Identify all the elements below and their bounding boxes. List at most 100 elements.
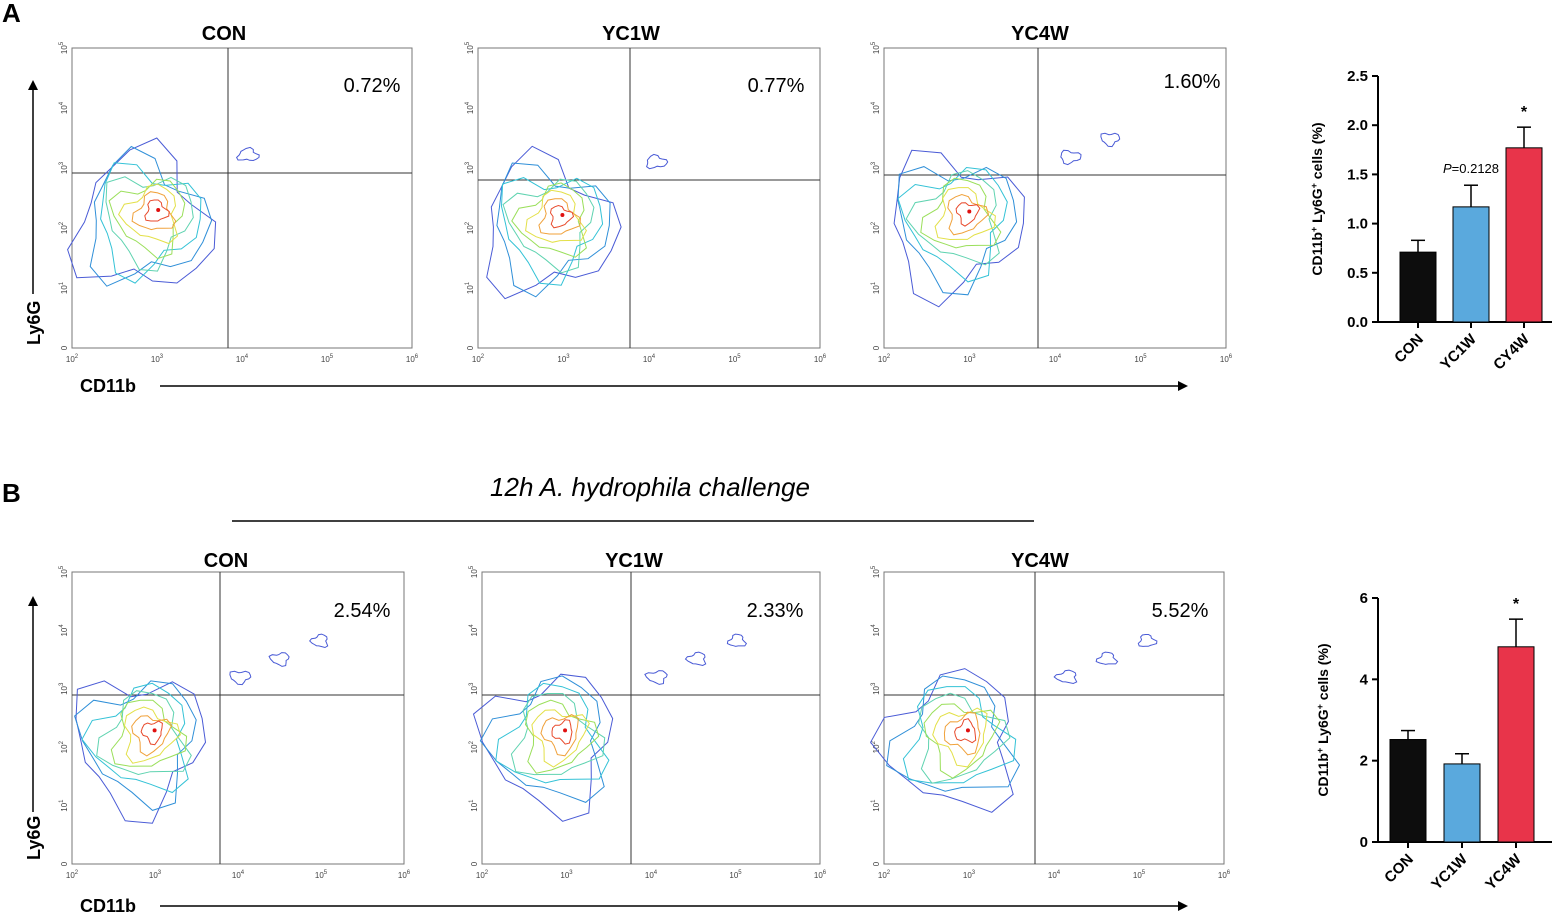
bar-y-tick-label: 2.5	[1347, 68, 1368, 85]
flow-y-tick-label: 101	[871, 799, 881, 812]
flow-plot-title-a1: CON	[202, 23, 246, 45]
flow-y-tick-label: 103	[871, 161, 881, 174]
flow-x-tick-label: 102	[476, 870, 489, 880]
density-contour	[108, 178, 186, 260]
density-contour	[549, 204, 575, 229]
density-contour	[920, 177, 1002, 249]
outlier-contour	[1100, 132, 1121, 148]
flow-x-tick-label: 105	[321, 354, 334, 364]
flow-x-tick-label: 102	[472, 354, 485, 364]
bar-y-tick-label: 0.0	[1347, 314, 1368, 331]
flow-plot-title-b1: CON	[204, 550, 248, 572]
density-contour	[540, 714, 579, 757]
bar-category-label: CON	[1391, 331, 1427, 367]
bar-y-axis-label: CD11b+ Ly6G+ cells (%)	[1309, 122, 1325, 275]
bar-y-tick-label: 2	[1360, 753, 1368, 770]
density-contour	[479, 675, 605, 803]
flow-x-tick-label: 105	[315, 870, 328, 880]
flow-plot-percent-b2: 2.33%	[747, 600, 804, 622]
density-peak	[965, 728, 970, 733]
density-contour	[131, 715, 173, 757]
density-contour	[524, 699, 600, 774]
flow-plot-frame	[477, 47, 821, 349]
flow-x-tick-label: 106	[1218, 870, 1231, 880]
significance-star: *	[1521, 104, 1528, 121]
density-contour	[131, 191, 177, 231]
flow-x-tick-label: 106	[814, 354, 827, 364]
density-peak	[560, 213, 565, 218]
flow-y-tick-label: 0	[60, 861, 69, 866]
density-contour	[886, 675, 1021, 792]
bar-y-tick-label: 1.0	[1347, 216, 1368, 233]
flow-y-tick-label: 103	[59, 161, 69, 174]
flow-y-tick-label: 104	[871, 101, 881, 114]
flow-y-tick-label: 101	[871, 281, 881, 294]
x-axis-name-b: CD11b	[80, 896, 136, 914]
flow-plot-a3: 102 103 104 105 106 0 101 102 103 104 105	[871, 41, 1233, 364]
flow-x-tick-label: 103	[560, 870, 573, 880]
flow-y-tick-label: 102	[871, 740, 881, 753]
density-contour	[918, 692, 1011, 784]
density-contour	[954, 718, 977, 744]
density-contour	[934, 187, 996, 241]
density-contour	[538, 198, 582, 235]
flow-x-tick-label: 106	[1220, 354, 1233, 364]
outlier-contour	[684, 651, 707, 667]
flow-plot-percent-a1: 0.72%	[344, 75, 401, 97]
bar	[1389, 739, 1427, 843]
density-contour	[525, 189, 587, 243]
bar-chart-b: 0 2 4 6 CD11b+ Ly6G+ cells (%) CON YC1W YC4W *	[1315, 590, 1552, 893]
density-contour	[905, 170, 1000, 266]
bar-chart-a: 0.0 0.5 1.0 1.5 2.0 2.5 CD11b+ Ly6G+ cells (%)…	[1309, 68, 1552, 373]
density-contour	[75, 680, 207, 824]
flow-x-tick-label: 105	[1133, 870, 1146, 880]
bar-y-tick-label: 2.0	[1347, 117, 1368, 134]
flow-x-tick-label: 103	[149, 870, 162, 880]
flow-plot-title-b2: YC1W	[605, 550, 663, 572]
bar	[1443, 763, 1481, 843]
bar-y-tick-label: 1.5	[1347, 166, 1368, 183]
flow-y-tick-label: 104	[59, 624, 69, 637]
flow-plot-frame	[883, 47, 1227, 349]
density-peak	[156, 208, 161, 212]
flow-plot-title-a3: YC4W	[1011, 23, 1069, 45]
outlier-contour	[726, 633, 748, 647]
panel-letter-b: B	[2, 478, 21, 508]
significance-star: *	[1513, 596, 1520, 613]
flow-x-tick-label: 106	[406, 354, 419, 364]
flow-plot-title-b3: YC4W	[1011, 550, 1069, 572]
flow-plot-frame	[481, 571, 821, 865]
density-contour	[500, 177, 604, 286]
density-contour	[118, 183, 179, 245]
flow-plot-percent-a3: 1.60%	[1164, 71, 1221, 93]
outlier-contour	[309, 633, 329, 649]
flow-plot-b2: 102 103 104 105 106 0 101 102 103 104 105	[469, 565, 827, 880]
flow-x-tick-label: 104	[232, 870, 245, 880]
flow-y-tick-label: 101	[469, 799, 479, 812]
density-peak	[152, 728, 157, 733]
flow-y-tick-label: 103	[465, 161, 475, 174]
density-contour	[96, 690, 192, 776]
flow-y-tick-label: 104	[465, 101, 475, 114]
density-contour	[869, 668, 1014, 813]
density-contour	[144, 199, 170, 222]
flow-y-tick-label: 0	[872, 345, 881, 350]
flow-x-tick-label: 106	[814, 870, 827, 880]
flow-y-tick-label: 102	[469, 740, 479, 753]
density-contour	[510, 693, 606, 776]
flow-y-tick-label: 101	[59, 281, 69, 294]
panel-letter-a: A	[2, 0, 21, 28]
flow-y-tick-label: 0	[466, 345, 475, 350]
flow-plot-frame	[71, 571, 405, 865]
x-axis-name-a: CD11b	[80, 376, 136, 396]
bar-y-tick-label: 0.5	[1347, 265, 1368, 282]
density-contour	[897, 166, 1018, 296]
bar-y-tick-label: 4	[1360, 671, 1369, 688]
flow-y-tick-label: 102	[59, 740, 69, 753]
flow-y-tick-label: 105	[59, 565, 69, 578]
density-contour	[100, 162, 202, 284]
bar-y-axis-label: CD11b+ Ly6G+ cells (%)	[1315, 643, 1331, 796]
bar	[1452, 206, 1490, 323]
outlier-contour	[229, 670, 252, 686]
density-contour	[472, 673, 614, 822]
